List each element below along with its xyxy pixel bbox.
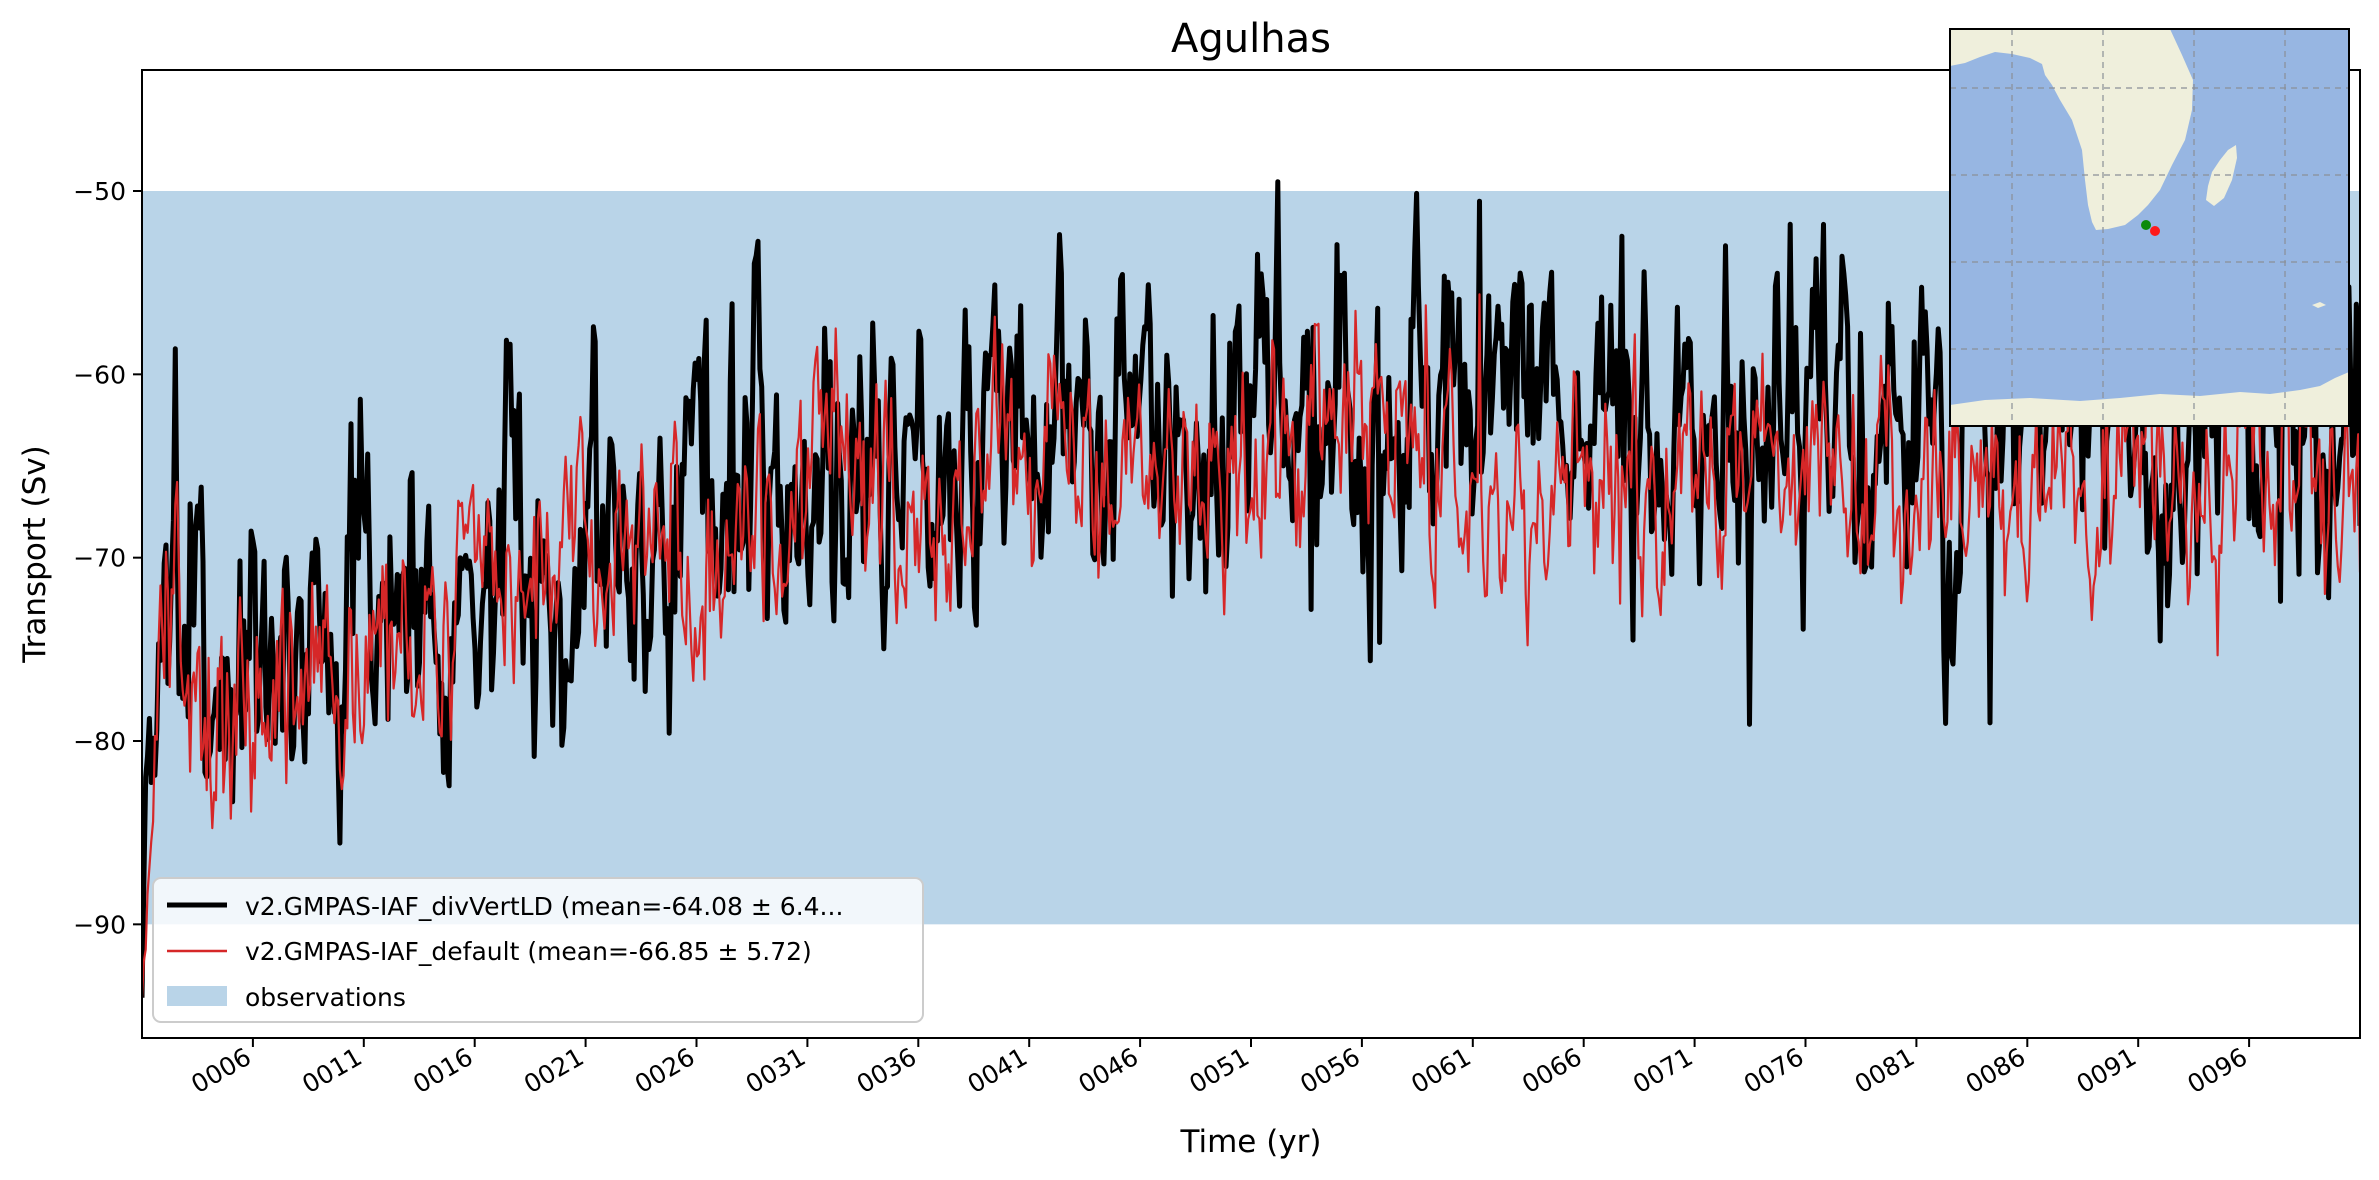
inset-map — [1949, 28, 2350, 427]
y-tick-label-2: −70 — [73, 544, 126, 573]
series-line-divvertld — [142, 166, 2360, 998]
map-frame — [1949, 28, 2350, 427]
legend-box — [152, 877, 924, 1023]
map-gridlines — [1950, 29, 2349, 426]
legend: v2.GMPAS-IAF_divVertLD (mean=-64.08 ± 6.… — [152, 877, 924, 1023]
map-land-antarctica — [1950, 372, 2349, 426]
y-tick-label-3: −60 — [73, 360, 126, 389]
y-axis: −90 −80 −70 −60 −50 — [73, 177, 142, 939]
y-axis-label: Transport (Sv) — [17, 445, 53, 664]
series-line-default — [142, 293, 2360, 998]
map-land-africa — [1950, 29, 2193, 230]
map-marker-end — [2150, 226, 2160, 236]
map-land-kerguelen — [2312, 302, 2326, 308]
legend-label-observations: observations — [245, 983, 406, 1012]
y-tick-label-1: −80 — [73, 727, 126, 756]
legend-label-divvertld: v2.GMPAS-IAF_divVertLD (mean=-64.08 ± 6.… — [245, 892, 843, 921]
chart-title: Agulhas — [1171, 16, 1331, 62]
x-axis-label: Time (yr) — [1180, 1124, 1322, 1160]
y-tick-label-4: −50 — [73, 177, 126, 206]
legend-swatch-observations — [167, 986, 227, 1006]
legend-label-default: v2.GMPAS-IAF_default (mean=-66.85 ± 5.72… — [245, 937, 812, 966]
y-tick-label-0: −90 — [73, 910, 126, 939]
map-marker-start — [2141, 220, 2151, 230]
map-land-madagascar — [2206, 145, 2237, 206]
